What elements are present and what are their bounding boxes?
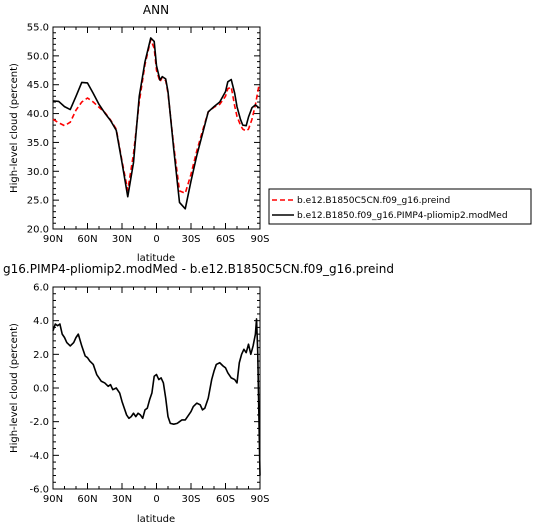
legend: b.e12.B1850C5CN.f09_g16.preind b.e12.B18… bbox=[268, 188, 532, 225]
bottom-plot-frame bbox=[52, 286, 261, 490]
legend-label-preind: b.e12.B1850C5CN.f09_g16.preind bbox=[297, 196, 450, 206]
bottom-x-tick-label: 30S bbox=[181, 494, 200, 505]
bottom-chart-title: g16.PIMP4-pliomip2.modMed - b.e12.B1850C… bbox=[3, 262, 394, 276]
top-y-tick-label: 45.0 bbox=[27, 80, 49, 91]
bottom-ticks: 90N 60N 30N 0 30S 60S 90S -6.0 -4.0 -2.0 0.0 2.0 4.0… bbox=[29, 283, 269, 506]
top-x-tick-label: 30S bbox=[181, 234, 200, 245]
bottom-x-tick-label: 90N bbox=[43, 494, 63, 505]
bottom-y-tick-label: -4.0 bbox=[29, 451, 49, 462]
top-x-tick-label: 90S bbox=[250, 234, 269, 245]
bottom-panel: g16.PIMP4-pliomip2.modMed - b.e12.B1850C… bbox=[3, 262, 394, 525]
bottom-series-line-0 bbox=[52, 318, 261, 476]
top-y-tick-label: 20.0 bbox=[27, 225, 49, 236]
top-x-axis-title: latitude bbox=[137, 253, 175, 264]
bottom-y-tick-label: -2.0 bbox=[29, 417, 49, 428]
top-x-tick-label: 90N bbox=[43, 234, 63, 245]
top-y-tick-label: 55.0 bbox=[27, 23, 49, 34]
top-x-tick-label: 60S bbox=[216, 234, 235, 245]
top-y-axis-title: High-level cloud (percent) bbox=[9, 63, 20, 193]
bottom-y-tick-label: 2.0 bbox=[33, 350, 49, 361]
legend-label-modmed: b.e12.B1850.f09_g16.PIMP4-pliomip2.modMe… bbox=[297, 211, 508, 221]
bottom-y-tick-label: 4.0 bbox=[33, 316, 49, 327]
top-x-tick-label: 60N bbox=[77, 234, 97, 245]
legend-box bbox=[268, 188, 532, 225]
bottom-series bbox=[52, 318, 261, 476]
top-y-tick-label: 40.0 bbox=[27, 109, 49, 120]
top-ticks: 90N 60N 30N 0 30S 60S 90S 20.0 25.0 30.0 35.0 40.0 4… bbox=[27, 23, 270, 246]
top-y-tick-label: 25.0 bbox=[27, 196, 49, 207]
top-y-tick-label: 30.0 bbox=[27, 167, 49, 178]
bottom-x-tick-label: 0 bbox=[153, 494, 159, 505]
bottom-x-tick-label: 60S bbox=[216, 494, 235, 505]
bottom-y-tick-label: 6.0 bbox=[33, 283, 49, 294]
top-panel: ANN 90N 60N 30N 0 30S 60S 90S 20.0 25.0 30.0 35.0 4… bbox=[9, 3, 270, 264]
top-chart-title: ANN bbox=[143, 3, 169, 17]
bottom-x-axis-title: latitude bbox=[137, 514, 175, 525]
top-y-tick-label: 50.0 bbox=[27, 51, 49, 62]
bottom-y-axis-title: High-level cloud (percent) bbox=[9, 323, 20, 453]
bottom-y-tick-label: -6.0 bbox=[29, 485, 49, 496]
top-series-line-1 bbox=[52, 37, 260, 210]
bottom-y-tick-label: 0.0 bbox=[33, 384, 49, 395]
bottom-x-tick-label: 30N bbox=[112, 494, 132, 505]
bottom-x-tick-label: 90S bbox=[250, 494, 269, 505]
top-x-tick-label: 0 bbox=[153, 234, 159, 245]
top-y-tick-label: 35.0 bbox=[27, 138, 49, 149]
top-x-tick-label: 30N bbox=[112, 234, 132, 245]
bottom-x-tick-label: 60N bbox=[77, 494, 97, 505]
top-series bbox=[52, 37, 260, 210]
